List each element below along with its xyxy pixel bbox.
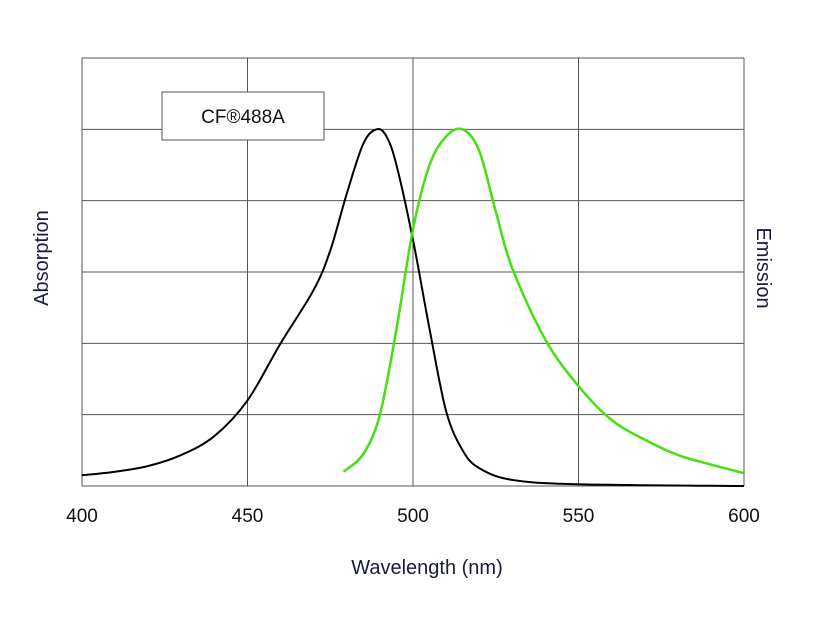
x-tick-label: 400: [66, 506, 98, 527]
y-axis-label-left: Absorption: [31, 210, 53, 306]
x-tick-label: 500: [397, 506, 429, 527]
curves: [81, 127, 745, 487]
absorption-curve: [81, 128, 745, 487]
x-tick-label: 600: [728, 506, 760, 527]
emission-curve: [342, 127, 745, 475]
y-axis-label-right: Emission: [752, 227, 774, 308]
x-tick-labels: 400 450 500 550 600: [66, 506, 760, 527]
legend-label: CF®488A: [201, 107, 285, 128]
x-tick-label: 550: [563, 506, 595, 527]
legend-box: CF®488A: [161, 91, 325, 141]
x-tick-label: 450: [232, 506, 264, 527]
x-axis-label: Wavelength (nm): [351, 557, 503, 579]
